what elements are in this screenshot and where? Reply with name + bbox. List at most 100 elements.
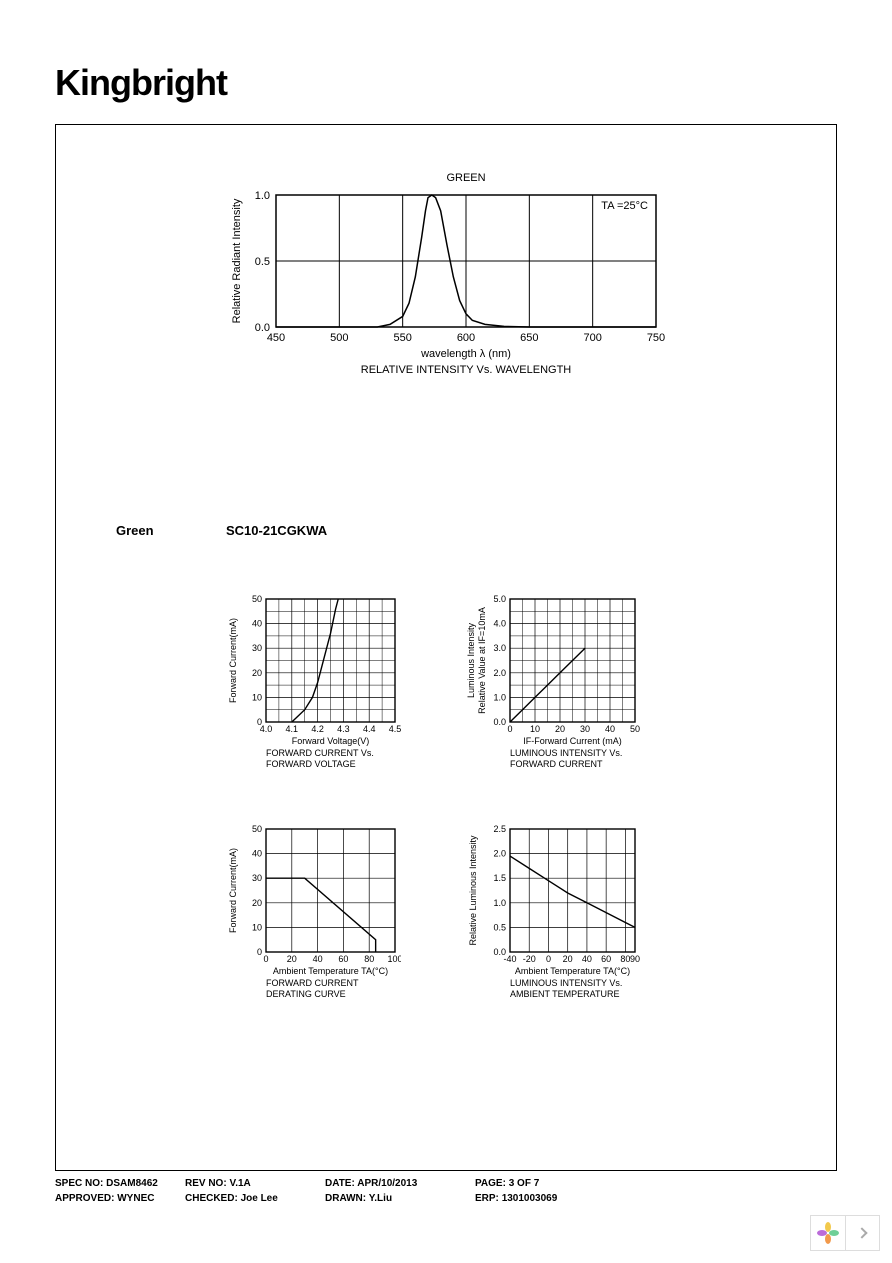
svg-text:10: 10 xyxy=(530,724,540,734)
part-number: SC10-21CGKWA xyxy=(226,523,327,538)
svg-text:80: 80 xyxy=(364,954,374,964)
svg-text:20: 20 xyxy=(252,898,262,908)
svg-text:50: 50 xyxy=(630,724,640,734)
svg-text:0.0: 0.0 xyxy=(493,717,506,727)
svg-text:DERATING CURVE: DERATING CURVE xyxy=(266,989,346,999)
svg-text:80: 80 xyxy=(620,954,630,964)
svg-text:LUMINOUS INTENSITY Vs.: LUMINOUS INTENSITY Vs. xyxy=(510,978,622,988)
color-label: Green xyxy=(116,523,154,538)
svg-text:Ambient Temperature TA(°C): Ambient Temperature TA(°C) xyxy=(515,966,630,976)
svg-text:750: 750 xyxy=(647,332,665,344)
erp-label: ERP: xyxy=(475,1193,499,1204)
flower-icon[interactable] xyxy=(810,1215,846,1251)
svg-text:0: 0 xyxy=(263,954,268,964)
svg-text:0: 0 xyxy=(257,717,262,727)
svg-text:4.2: 4.2 xyxy=(311,724,324,734)
svg-text:0: 0 xyxy=(546,954,551,964)
svg-text:Forward Voltage(V): Forward Voltage(V) xyxy=(292,736,370,746)
svg-text:1.5: 1.5 xyxy=(493,873,506,883)
date-label: DATE: xyxy=(325,1178,355,1189)
svg-text:FORWARD CURRENT: FORWARD CURRENT xyxy=(510,759,603,769)
approved-value: WYNEC xyxy=(117,1193,154,1204)
svg-text:0.5: 0.5 xyxy=(493,922,506,932)
svg-text:40: 40 xyxy=(313,954,323,964)
svg-text:wavelength λ (nm): wavelength λ (nm) xyxy=(420,348,511,360)
svg-text:650: 650 xyxy=(520,332,538,344)
drawn-value: Y.Liu xyxy=(369,1193,392,1204)
page-value: 3 OF 7 xyxy=(509,1178,540,1189)
svg-text:0: 0 xyxy=(507,724,512,734)
svg-text:100: 100 xyxy=(387,954,401,964)
svg-text:Relative Luminous Intensity: Relative Luminous Intensity xyxy=(468,835,478,946)
svg-text:500: 500 xyxy=(330,332,348,344)
spec-no: DSAM8462 xyxy=(106,1178,158,1189)
svg-text:Ambient Temperature TA(°C): Ambient Temperature TA(°C) xyxy=(273,966,388,976)
svg-text:20: 20 xyxy=(287,954,297,964)
svg-text:600: 600 xyxy=(457,332,475,344)
chart-forward-current-derating: 02040608010001020304050Ambient Temperatu… xyxy=(226,825,401,1000)
svg-text:60: 60 xyxy=(601,954,611,964)
svg-text:40: 40 xyxy=(582,954,592,964)
svg-text:10: 10 xyxy=(252,692,262,702)
svg-text:IF-Forward Current (mA): IF-Forward Current (mA) xyxy=(523,736,622,746)
svg-text:0.0: 0.0 xyxy=(255,322,270,334)
chart-intensity-vs-wavelength: 4505005506006507007500.00.51.0GREENwavel… xyxy=(226,167,666,377)
svg-text:FORWARD VOLTAGE: FORWARD VOLTAGE xyxy=(266,759,356,769)
erp-value: 1301003069 xyxy=(502,1193,558,1204)
svg-text:1.0: 1.0 xyxy=(493,692,506,702)
svg-text:GREEN: GREEN xyxy=(446,172,485,184)
svg-text:50: 50 xyxy=(252,825,262,834)
svg-text:2.5: 2.5 xyxy=(493,825,506,834)
footer: SPEC NO: DSAM8462 REV NO: V.1A DATE: APR… xyxy=(55,1178,835,1208)
svg-text:5.0: 5.0 xyxy=(493,595,506,604)
svg-text:FORWARD CURRENT Vs.: FORWARD CURRENT Vs. xyxy=(266,748,374,758)
svg-text:30: 30 xyxy=(252,873,262,883)
chart-luminous-vs-ambient-temp: -40-20020406080900.00.51.01.52.02.5Ambie… xyxy=(466,825,641,1000)
svg-text:2.0: 2.0 xyxy=(493,668,506,678)
svg-text:1.0: 1.0 xyxy=(255,190,270,202)
page-label: PAGE: xyxy=(475,1178,506,1189)
svg-text:0.5: 0.5 xyxy=(255,256,270,268)
svg-text:30: 30 xyxy=(580,724,590,734)
svg-text:TA =25°C: TA =25°C xyxy=(601,200,648,212)
svg-text:0: 0 xyxy=(257,947,262,957)
svg-text:30: 30 xyxy=(252,643,262,653)
svg-text:4.0: 4.0 xyxy=(493,619,506,629)
svg-text:Forward Current(mA): Forward Current(mA) xyxy=(228,848,238,933)
svg-text:1.0: 1.0 xyxy=(493,898,506,908)
checked-value: Joe Lee xyxy=(241,1193,278,1204)
svg-text:AMBIENT TEMPERATURE: AMBIENT TEMPERATURE xyxy=(510,989,620,999)
drawn-label: DRAWN: xyxy=(325,1193,366,1204)
chart-luminous-vs-forward-current: 010203040500.01.02.03.04.05.0IF-Forward … xyxy=(466,595,641,770)
svg-text:20: 20 xyxy=(555,724,565,734)
svg-text:RELATIVE INTENSITY Vs. WAVELEN: RELATIVE INTENSITY Vs. WAVELENGTH xyxy=(361,364,572,376)
svg-text:Forward Current(mA): Forward Current(mA) xyxy=(228,618,238,703)
svg-text:40: 40 xyxy=(252,619,262,629)
svg-text:60: 60 xyxy=(338,954,348,964)
svg-text:2.0: 2.0 xyxy=(493,849,506,859)
svg-text:50: 50 xyxy=(252,595,262,604)
chart-forward-current-vs-voltage: 4.04.14.24.34.44.501020304050Forward Vol… xyxy=(226,595,401,770)
svg-text:4.1: 4.1 xyxy=(286,724,299,734)
svg-text:Relative Radiant Intensity: Relative Radiant Intensity xyxy=(231,198,243,323)
spec-no-label: SPEC NO: xyxy=(55,1178,103,1189)
svg-text:20: 20 xyxy=(563,954,573,964)
svg-text:90: 90 xyxy=(630,954,640,964)
next-button[interactable] xyxy=(846,1215,881,1251)
svg-text:4.5: 4.5 xyxy=(389,724,401,734)
svg-text:4.4: 4.4 xyxy=(363,724,376,734)
brand-logo: Kingbright xyxy=(55,62,227,104)
svg-text:550: 550 xyxy=(393,332,411,344)
svg-text:Relative Value at IF=10mA: Relative Value at IF=10mA xyxy=(477,607,487,714)
approved-label: APPROVED: xyxy=(55,1193,114,1204)
svg-text:0.0: 0.0 xyxy=(493,947,506,957)
svg-text:20: 20 xyxy=(252,668,262,678)
content-frame: 4505005506006507007500.00.51.0GREENwavel… xyxy=(55,124,837,1171)
svg-text:-20: -20 xyxy=(523,954,536,964)
corner-widget xyxy=(810,1215,880,1251)
svg-text:FORWARD CURRENT: FORWARD CURRENT xyxy=(266,978,359,988)
chevron-right-icon xyxy=(857,1227,868,1238)
svg-text:4.3: 4.3 xyxy=(337,724,350,734)
svg-text:LUMINOUS INTENSITY Vs.: LUMINOUS INTENSITY Vs. xyxy=(510,748,622,758)
svg-text:40: 40 xyxy=(605,724,615,734)
